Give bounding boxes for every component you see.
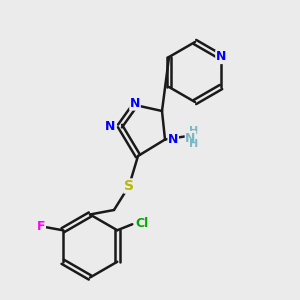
Text: N: N [216, 50, 226, 64]
Text: S: S [124, 179, 134, 193]
Text: N: N [185, 131, 196, 145]
Text: N: N [168, 133, 178, 146]
Text: N: N [105, 119, 116, 133]
Text: F: F [37, 220, 45, 233]
Text: N: N [130, 97, 140, 110]
Text: Cl: Cl [135, 217, 148, 230]
Text: H: H [189, 126, 198, 136]
Text: H: H [189, 139, 198, 149]
